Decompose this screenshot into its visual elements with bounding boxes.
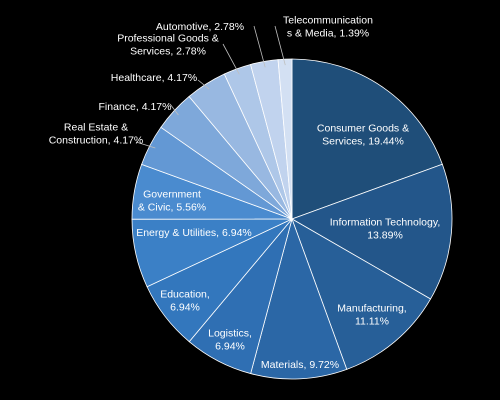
- leader-line: [197, 79, 210, 90]
- leader-line: [169, 103, 179, 116]
- data-label-consumer-goods-services: Consumer Goods & Services, 19.44%: [317, 123, 409, 148]
- pie-slice-consumer-goods-services: [291, 58, 443, 220]
- data-label-finance: Finance, 4.17%: [99, 101, 172, 113]
- leader-line: [222, 43, 240, 75]
- data-label-materials: Materials, 9.72%: [261, 359, 339, 371]
- leader-line: [135, 141, 156, 149]
- data-label-energy-utilities: Energy & Utilities, 6.94%: [136, 227, 252, 239]
- pie-slice-information-technology: [291, 163, 453, 300]
- data-label-real-estate-construction: Real Estate & Construction, 4.17%: [49, 122, 144, 147]
- pie-slice-manufacturing: [291, 218, 432, 370]
- data-label-logistics: Logistics, 6.94%: [208, 328, 252, 353]
- data-label-information-technology: Information Technology, 13.89%: [330, 217, 441, 242]
- data-label-government-civic: Government & Civic, 5.56%: [138, 189, 206, 214]
- data-label-automotive: Automotive, 2.78%: [156, 21, 244, 33]
- data-label-professional-goods-services: Professional Goods & Services, 2.78%: [117, 33, 219, 58]
- pie-slice-materials: [250, 217, 348, 380]
- pie-slice-telecommunications-media: [277, 58, 293, 220]
- data-label-education: Education, 6.94%: [160, 289, 210, 314]
- data-label-healthcare: Healthcare, 4.17%: [111, 72, 197, 84]
- data-label-telecommunications-media: Telecommunication s & Media, 1.39%: [283, 15, 373, 40]
- leader-line: [274, 25, 286, 66]
- leader-line: [253, 25, 266, 68]
- data-label-manufacturing: Manufacturing, 11.11%: [337, 303, 406, 328]
